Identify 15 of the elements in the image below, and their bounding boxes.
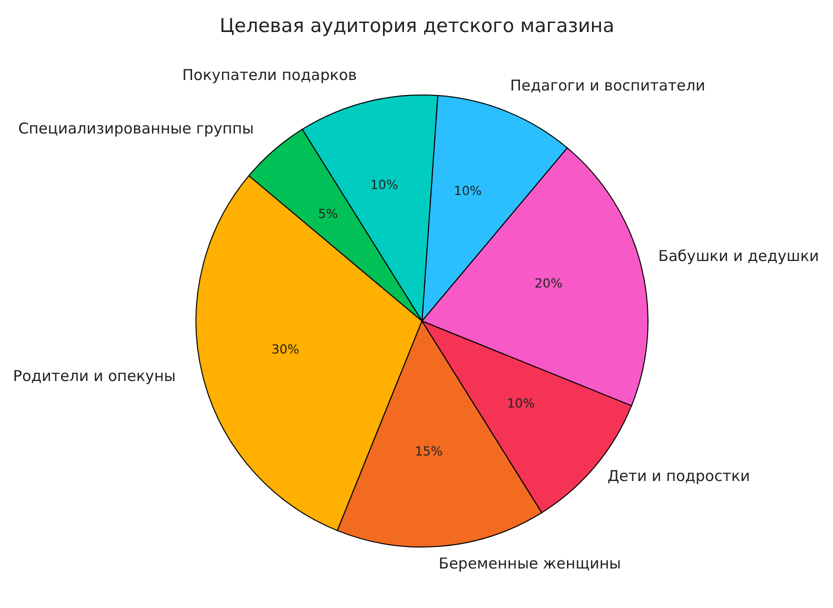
data-label: 20% — [534, 276, 563, 291]
data-label: 10% — [370, 176, 398, 192]
slice-label: Специализированные группы — [18, 119, 254, 138]
data-label: 15% — [414, 444, 443, 459]
data-label: 10% — [506, 396, 535, 411]
data-label: 10% — [454, 182, 482, 198]
slice-label: Родители и опекуны — [13, 367, 176, 386]
slice-label: Дети и подростки — [607, 466, 750, 485]
slice-label: Бабушки и дедушки — [658, 246, 820, 265]
slice-label: Покупатели подарков — [182, 66, 357, 84]
data-label: 5% — [318, 206, 338, 222]
chart-title: Целевая аудитория детского магазина — [220, 15, 614, 37]
slice-label: Беременные женщины — [438, 554, 622, 573]
data-label: 30% — [272, 341, 300, 356]
slice-label: Педагоги и воспитатели — [510, 76, 706, 94]
